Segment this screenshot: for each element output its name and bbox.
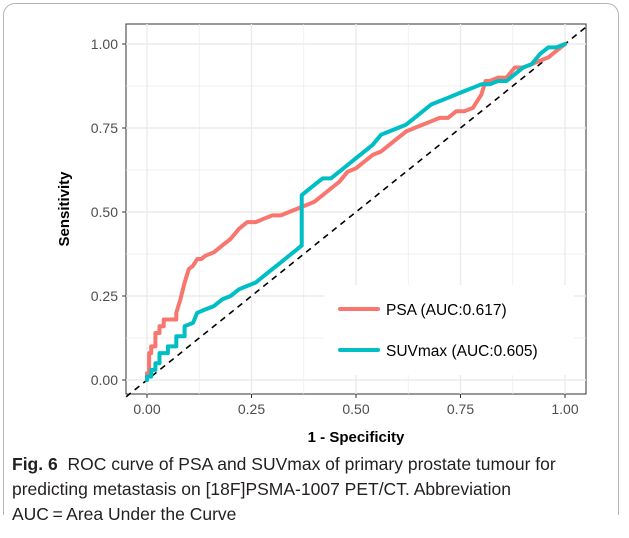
y-tick-label-0: 0.00 (91, 372, 118, 388)
y-tick-label-3: 0.75 (91, 120, 118, 136)
y-axis-ticks: 0.00 0.25 0.50 0.75 1.00 (91, 36, 126, 388)
figure-label: Fig. 6 (12, 454, 58, 474)
series-layer (145, 42, 567, 382)
y-tick-label-2: 0.50 (91, 204, 118, 220)
legend-box (324, 285, 574, 375)
caption-text: ROC curve of PSA and SUVmax of primary p… (12, 454, 556, 499)
y-axis-title: Sensitivity (56, 171, 73, 247)
x-tick-label-3: 0.75 (447, 401, 474, 417)
frame-mask (0, 515, 629, 538)
caption-abbreviation: AUC = Area Under the Curve (12, 504, 237, 524)
x-axis-ticks: 0.00 0.25 0.50 0.75 1.00 (133, 394, 579, 417)
y-tick-label-1: 0.25 (91, 288, 118, 304)
figure-caption: Fig. 6 ROC curve of PSA and SUVmax of pr… (12, 452, 616, 527)
legend: PSA (AUC:0.617) SUVmax (AUC:0.605) (324, 285, 574, 375)
legend-suvmax-label: SUVmax (AUC:0.605) (386, 343, 538, 360)
series-line-suvmax (145, 42, 567, 382)
roc-chart: 0.00 0.25 0.50 0.75 1.00 0.00 0.25 0.50 0.75 1.0… (56, 23, 587, 446)
x-tick-label-0: 0.00 (133, 401, 160, 417)
x-tick-label-4: 1.00 (551, 401, 578, 417)
x-tick-label-2: 0.50 (342, 401, 369, 417)
x-axis-title: 1 - Specificity (308, 429, 405, 446)
y-tick-label-4: 1.00 (91, 36, 118, 52)
x-tick-label-1: 0.25 (238, 401, 265, 417)
legend-psa-label: PSA (AUC:0.617) (386, 302, 507, 319)
